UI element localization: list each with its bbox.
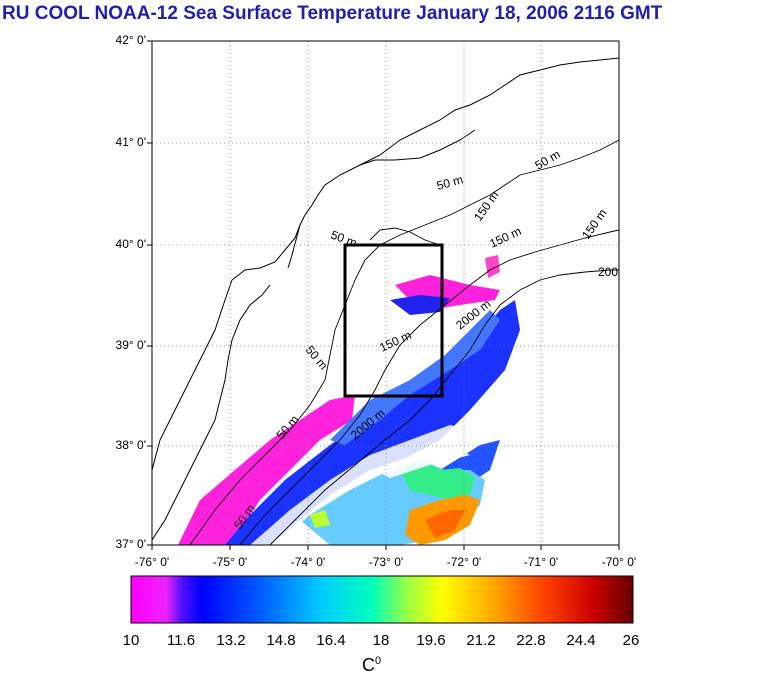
colorbar-unit: C0 [362,655,382,675]
coastline [152,57,619,541]
colorbar-tick: 26 [622,632,640,649]
lat-label: 41° 0' [115,135,146,149]
lat-label: 39° 0' [115,338,146,352]
contour-label: 200 [598,265,618,279]
colorbar-tick: 10 [122,632,140,649]
colorbar-tick: 24.4 [566,632,596,649]
map-title: RU COOL NOAA-12 Sea Surface Temperature … [2,3,663,24]
lat-label: 42° 0' [115,33,146,47]
study-box [343,243,444,398]
colorbar [130,575,634,624]
colorbar-tick: 21.2 [466,632,496,649]
lon-label: -75° 0' [212,555,248,569]
lon-label: -72° 0' [446,555,482,569]
colorbar-tick: 19.6 [416,632,446,649]
colorbar-tick: 11.6 [166,632,196,649]
sst-swath [178,255,520,545]
colorbar-tick: 22.8 [516,632,546,649]
lon-label: -76° 0' [134,555,170,569]
lat-label: 40° 0' [115,237,146,251]
colorbar-tick: 18 [372,632,390,649]
lon-label: -70° 0' [601,555,637,569]
axis-ticks [147,40,620,550]
lat-label: 38° 0' [115,438,146,452]
contour-label: 50 m [435,172,464,192]
lon-label: -74° 0' [290,555,326,569]
lat-label: 37° 0' [115,537,146,551]
graticule [152,41,619,545]
colorbar-tick: 16.4 [316,632,346,649]
colorbar-tick: 14.8 [266,632,296,649]
lon-label: -73° 0' [368,555,404,569]
lon-label: -71° 0' [523,555,559,569]
colorbar-tick: 13.2 [216,632,246,649]
map-area: 50 m 50 m 50 m 50 m 50 m 150 m 150 m 150… [152,41,619,545]
